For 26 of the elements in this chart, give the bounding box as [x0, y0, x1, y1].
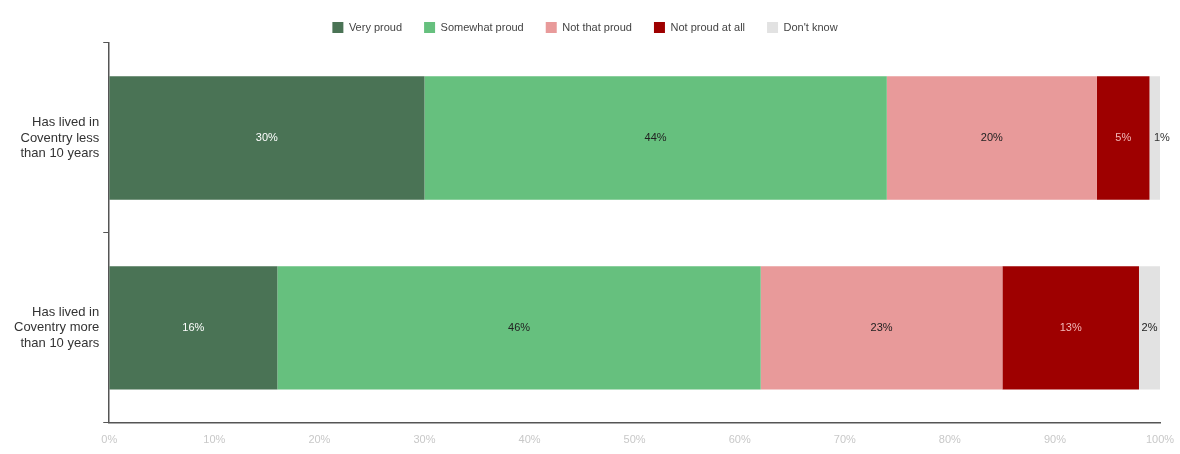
legend-label: Very proud	[348, 20, 403, 33]
bar	[1002, 266, 1139, 390]
legend-label: Not proud at all	[670, 20, 746, 33]
y-tick-label: Has lived in Coventry less than 10 years	[20, 113, 100, 161]
data-label: 13%	[1059, 320, 1082, 333]
bar	[760, 266, 1003, 390]
bar	[277, 266, 761, 390]
data-label: 23%	[870, 320, 893, 333]
bar	[886, 76, 1097, 200]
data-label: 16%	[182, 320, 205, 333]
bar	[1096, 76, 1150, 200]
y-tick-label: Has lived in Coventry more than 10 years	[14, 303, 100, 351]
bar	[424, 76, 887, 200]
data-label: 1%	[1154, 130, 1171, 143]
bar	[109, 76, 425, 200]
data-label: 46%	[508, 320, 531, 333]
legend-label: Somewhat proud	[440, 20, 524, 33]
data-label: 44%	[644, 130, 667, 143]
legend-label: Not that proud	[562, 20, 632, 33]
legend-label: Don't know	[783, 20, 838, 33]
data-label: 5%	[1115, 130, 1132, 143]
data-label: 30%	[255, 130, 279, 143]
data-label: 20%	[980, 130, 1004, 143]
bar	[109, 266, 278, 390]
data-label: 2%	[1141, 320, 1158, 333]
bar	[1138, 266, 1160, 390]
